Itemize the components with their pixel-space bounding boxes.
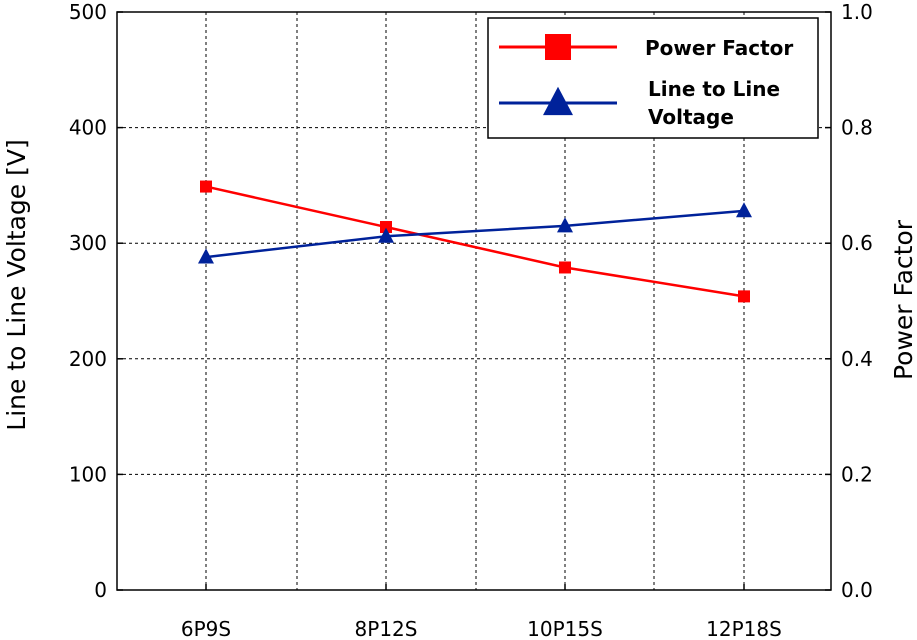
data-point-triangle bbox=[198, 248, 214, 264]
data-point-square bbox=[545, 34, 571, 60]
legend-label: Power Factor bbox=[645, 36, 793, 60]
left-axis-tick-label: 400 bbox=[69, 116, 107, 140]
legend-label: Voltage bbox=[648, 105, 734, 129]
data-point-triangle bbox=[557, 217, 573, 233]
data-point-square bbox=[738, 290, 750, 303]
legend-box bbox=[487, 17, 819, 139]
x-axis-tick-label: 12P18S bbox=[706, 617, 782, 640]
right-axis-tick-label: 1.0 bbox=[841, 0, 873, 24]
right-axis-tick-label: 0.2 bbox=[841, 462, 873, 486]
data-point-triangle bbox=[543, 86, 573, 116]
series bbox=[198, 180, 752, 303]
left-axis-tick-label: 0 bbox=[94, 578, 107, 602]
right-axis-tick-label: 0.6 bbox=[841, 231, 873, 255]
right-axis-tick-label: 0.8 bbox=[841, 116, 873, 140]
data-point-triangle bbox=[736, 202, 752, 218]
x-axis-tick-label: 10P15S bbox=[527, 617, 603, 640]
data-point-triangle bbox=[378, 227, 394, 243]
legend-label: Line to Line bbox=[648, 77, 780, 101]
left-axis-tick-label: 500 bbox=[69, 0, 107, 24]
plot-frame bbox=[116, 11, 832, 591]
right-axis-tick-label: 0.4 bbox=[841, 347, 873, 371]
x-axis-tick-label: 8P12S bbox=[355, 617, 418, 640]
series-line-1 bbox=[205, 209, 745, 259]
left-axis-tick-label: 100 bbox=[69, 462, 107, 486]
legend: Power Factor Line to Line Voltage bbox=[487, 17, 819, 139]
series-line-0 bbox=[205, 185, 745, 298]
data-point-square bbox=[380, 221, 392, 234]
right-axis-tick-label: 0.0 bbox=[841, 578, 873, 602]
left-axis-tick-label: 300 bbox=[69, 231, 107, 255]
right-axis-title: Power Factor bbox=[889, 219, 917, 380]
left-axis-tick-label: 200 bbox=[69, 347, 107, 371]
x-axis-tick-label: 6P9S bbox=[181, 617, 231, 640]
left-axis-title: Line to Line Voltage [V] bbox=[2, 139, 31, 430]
data-point-square bbox=[559, 261, 571, 274]
data-point-square bbox=[200, 180, 212, 193]
